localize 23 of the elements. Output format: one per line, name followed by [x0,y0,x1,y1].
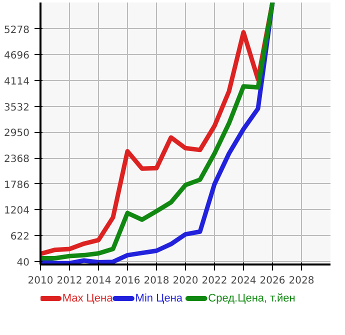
x-tick-label: 2028 [288,276,314,286]
y-tick-label: 2368 [4,154,30,166]
x-tick-label: 2012 [56,276,82,286]
y-tick-label: 2950 [4,128,30,140]
x-tick-label: 2026 [260,276,286,286]
y-tick-label: 3532 [4,102,30,114]
y-tick-label: 622 [10,232,30,243]
y-tick-label: 5278 [4,24,30,36]
legend-label: Min Цена [135,292,184,304]
x-tick-label: 2024 [230,276,256,286]
legend-label: Сред.Цена, т.йен [208,292,296,304]
y-tick-label: 40 [16,257,30,268]
y-tick-label: 4696 [4,50,30,62]
x-tick-label: 2020 [172,276,198,286]
x-tick-label: 2022 [202,276,228,286]
x-tick-label: 2016 [114,276,140,286]
y-tick-label: 1786 [4,180,30,191]
y-tick-label: 4114 [4,76,30,88]
y-tick-label: 1204 [4,206,30,217]
x-tick-label: 2018 [144,276,170,286]
x-tick-label: 2010 [28,276,54,286]
x-tick-label: 2014 [86,276,112,286]
legend-label: Max Цена [62,292,114,304]
